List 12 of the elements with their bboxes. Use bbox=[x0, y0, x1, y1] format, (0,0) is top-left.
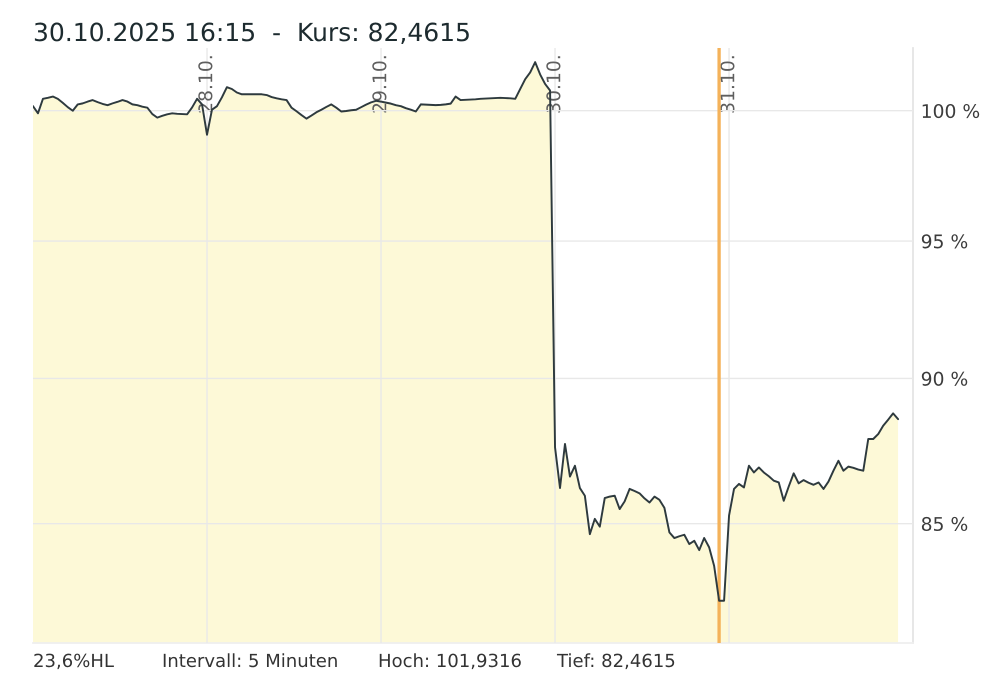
y-tick-label: 95 % bbox=[922, 234, 968, 248]
x-tick-label: 29.10. bbox=[372, 56, 386, 113]
y-tick-label: 85 % bbox=[922, 516, 968, 532]
text: 23,6%HL bbox=[34, 654, 114, 670]
text: Tief: 82,4615 bbox=[556, 653, 674, 670]
y-tick-label: 90 % bbox=[922, 372, 968, 386]
text: Hoch: 101,9316 bbox=[380, 653, 521, 670]
x-tick-label: 31.10. bbox=[720, 56, 734, 112]
text: Intervall: 5 Minuten bbox=[164, 653, 337, 668]
y-tick-label: 100 % bbox=[922, 104, 980, 118]
chart-title: 30.10.2025 16:15 - Kurs: 82,4615 bbox=[34, 22, 469, 44]
x-tick-label: 28.10. bbox=[198, 56, 212, 113]
